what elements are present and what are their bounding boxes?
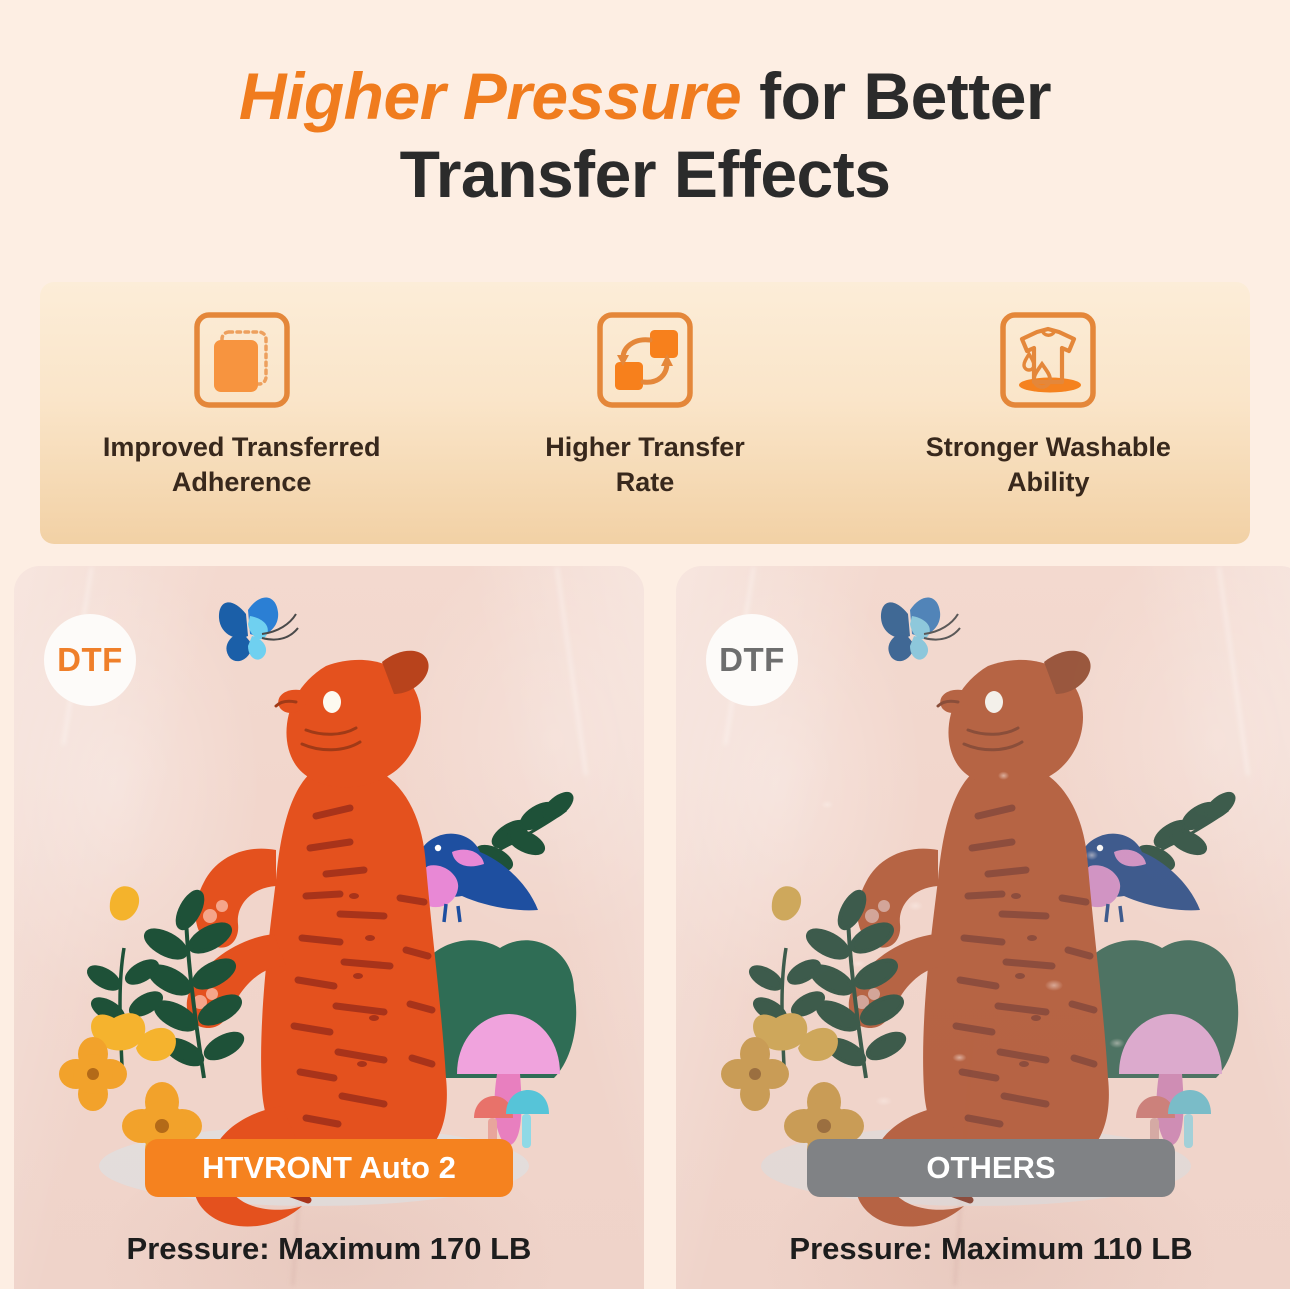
dtf-badge-right: DTF xyxy=(706,614,798,706)
headline-rest: for Better xyxy=(741,59,1052,133)
butterfly xyxy=(880,597,961,662)
feature-label-adherence: Improved Transferred Adherence xyxy=(102,432,381,497)
feature-item-adherence: Improved Transferred Adherence xyxy=(40,282,443,499)
fern-branch xyxy=(806,889,907,1079)
transfer-rate-icon xyxy=(597,312,693,408)
leaf-branch-right xyxy=(474,791,574,872)
feature-item-transfer-rate: Higher Transfer Rate xyxy=(443,282,846,499)
flower-orange-1 xyxy=(721,1037,789,1111)
leaf-sprig-left xyxy=(86,947,164,1067)
headline-accent: Higher Pressure xyxy=(238,59,742,133)
feature-item-washable: Stronger Washable Ability xyxy=(847,282,1250,499)
transfer-adherence-icon xyxy=(193,312,290,408)
mushroom-pink xyxy=(457,1014,560,1146)
cat xyxy=(848,650,1109,1227)
mushroom-blue xyxy=(1168,1090,1211,1148)
pressure-value-left: Pressure: Maximum 170 LB xyxy=(126,1231,532,1266)
leaf-branch-right xyxy=(1136,791,1236,872)
feature-label-washable: Stronger Washable Ability xyxy=(925,432,1171,497)
flower-orange-1 xyxy=(59,1037,127,1111)
comparison-section: DTF HTVRONT Auto 2 Pressure: Maximum 170… xyxy=(0,566,1290,1289)
washable-shirt-icon xyxy=(1000,312,1097,408)
dtf-badge-left: DTF xyxy=(44,614,136,706)
mushroom-pink xyxy=(1119,1014,1222,1146)
product-label-others: OTHERS xyxy=(807,1139,1175,1197)
page-title: Higher Pressure for Better Transfer Effe… xyxy=(0,0,1290,214)
comparison-panel-htvront: DTF HTVRONT Auto 2 Pressure: Maximum 170… xyxy=(14,566,644,1289)
features-panel: Improved Transferred Adherence Higher Tr… xyxy=(40,282,1250,544)
pressure-value-right: Pressure: Maximum 110 LB xyxy=(789,1231,1193,1266)
headline-line2: Transfer Effects xyxy=(399,136,891,211)
product-label-htvront: HTVRONT Auto 2 xyxy=(145,1139,513,1197)
comparison-panel-others: DTF OTHERS Pressure: Maximum 110 LB xyxy=(676,566,1290,1289)
feature-label-transfer-rate: Higher Transfer Rate xyxy=(545,432,745,497)
butterfly xyxy=(218,597,299,662)
mushroom-blue xyxy=(506,1090,549,1148)
